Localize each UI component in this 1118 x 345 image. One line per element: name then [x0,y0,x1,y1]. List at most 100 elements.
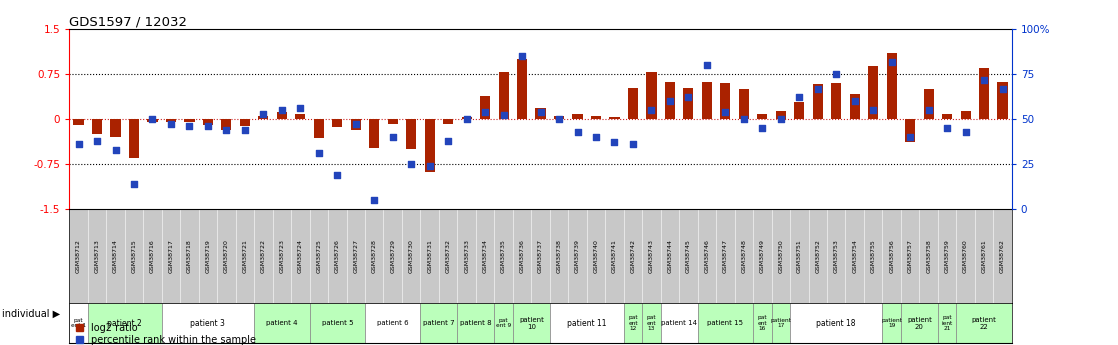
Bar [997,82,1007,119]
Bar [162,303,254,343]
Bar [457,303,494,343]
Text: patient
10: patient 10 [519,317,543,329]
Text: pat
ent
12: pat ent 12 [628,315,637,332]
Text: GSM38749: GSM38749 [760,239,765,273]
Bar [887,53,897,119]
Bar [906,119,916,142]
Point [366,197,383,203]
Text: patient 5: patient 5 [322,320,353,326]
Text: GSM38756: GSM38756 [889,239,894,273]
Bar [111,119,121,137]
Text: patient
20: patient 20 [907,317,931,329]
Bar [665,82,675,119]
Point [938,125,956,131]
Bar [938,303,956,343]
Bar [420,303,457,343]
Bar [74,119,84,125]
Text: GSM38723: GSM38723 [280,239,284,273]
Bar [572,114,582,119]
Text: GSM38737: GSM38737 [538,239,543,273]
Point [698,62,716,68]
Bar [739,89,749,119]
Text: pat
ent
16: pat ent 16 [758,315,767,332]
Text: GSM38734: GSM38734 [483,239,487,273]
Text: pat
ent 1: pat ent 1 [72,318,86,328]
Point [88,138,106,143]
Point [494,113,512,118]
Text: GSM38744: GSM38744 [667,239,672,273]
Text: GSM38730: GSM38730 [409,239,414,273]
Point [975,77,993,82]
Bar [536,108,546,119]
Bar [960,111,970,119]
Point [292,106,310,111]
Bar [956,303,1012,343]
Bar [129,119,139,158]
Text: GSM38746: GSM38746 [704,239,710,273]
Point [402,161,420,167]
Bar [88,303,162,343]
Text: GSM38753: GSM38753 [834,239,838,273]
Text: GSM38739: GSM38739 [575,239,580,273]
Text: GSM38751: GSM38751 [797,239,802,273]
Point [754,125,771,131]
Text: GSM38750: GSM38750 [778,239,784,273]
Bar [942,114,953,119]
Bar [239,119,250,126]
Text: GSM38726: GSM38726 [334,239,340,273]
Point [680,95,698,100]
Bar [406,119,416,149]
Bar [813,84,823,119]
Text: GSM38717: GSM38717 [169,239,173,273]
Text: patient 2: patient 2 [107,318,142,328]
Bar [868,66,879,119]
Text: patient 3: patient 3 [190,318,226,328]
Text: individual ▶: individual ▶ [2,309,60,319]
Bar [254,303,310,343]
Bar [69,303,88,343]
Bar [609,117,619,119]
Text: patient 15: patient 15 [708,320,743,326]
Bar [310,303,364,343]
Text: GSM38760: GSM38760 [963,239,968,273]
Point [569,129,587,134]
Text: patient
22: patient 22 [972,317,996,329]
Point [532,109,550,115]
Bar [258,116,268,119]
Point [643,107,661,113]
Text: GSM38731: GSM38731 [427,239,433,273]
Bar [184,119,195,122]
Bar [624,303,642,343]
Text: GSM38742: GSM38742 [631,239,635,273]
Bar [683,88,693,119]
Text: pat
ent
13: pat ent 13 [646,315,656,332]
Point [624,141,642,147]
Point [273,107,291,113]
Bar [277,112,287,119]
Bar [148,119,158,122]
Point [550,116,568,122]
Point [69,141,87,147]
Point [439,138,457,143]
Point [457,116,475,122]
Point [771,116,789,122]
Text: GSM38735: GSM38735 [501,239,506,273]
Text: patient
19: patient 19 [881,318,902,328]
Legend: log2 ratio, percentile rank within the sample: log2 ratio, percentile rank within the s… [74,321,257,345]
Point [735,116,752,122]
Text: GSM38733: GSM38733 [464,239,470,273]
Point [846,98,864,104]
Point [329,172,347,177]
Bar [831,83,842,119]
Point [901,134,919,140]
Point [143,116,161,122]
Bar [499,72,509,119]
Bar [720,83,730,119]
Bar [754,303,771,343]
Text: GSM38748: GSM38748 [741,239,747,273]
Point [199,124,217,129]
Text: pat
ient
21: pat ient 21 [941,315,953,332]
Text: GSM38743: GSM38743 [648,239,654,273]
Bar [314,119,324,138]
Bar [369,119,379,148]
